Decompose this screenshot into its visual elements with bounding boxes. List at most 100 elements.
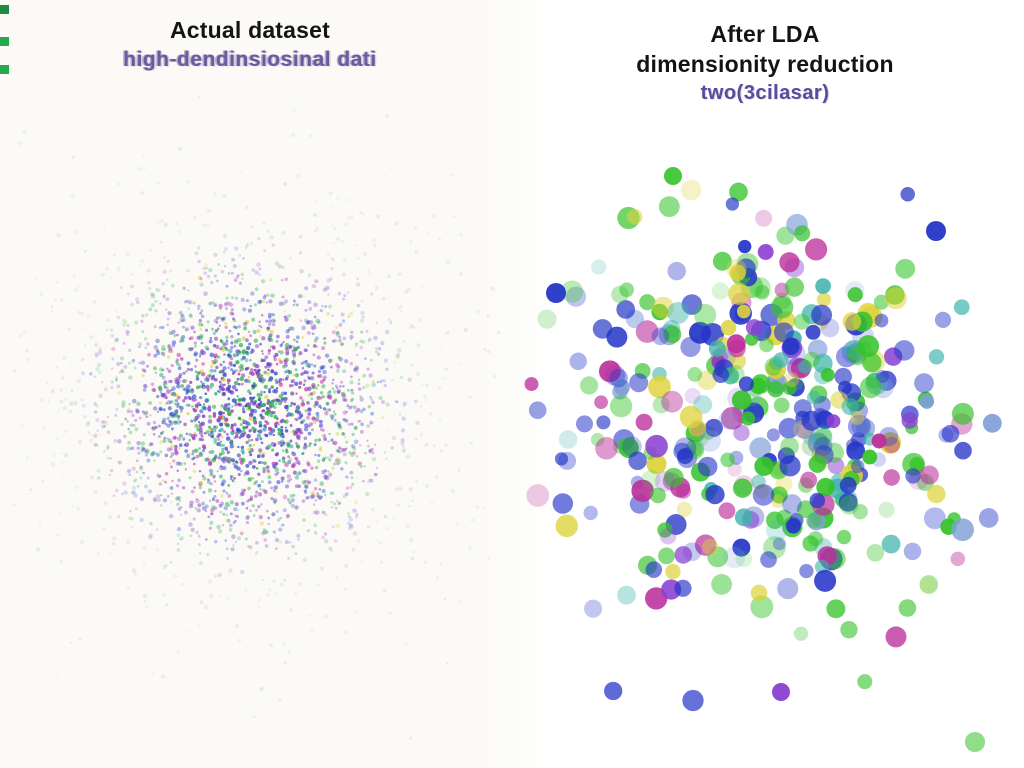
- scatter-point: [458, 232, 464, 238]
- scatter-point: [117, 460, 122, 465]
- scatter-point: [290, 380, 294, 383]
- scatter-point: [59, 559, 64, 564]
- scatter-point: [777, 578, 799, 600]
- scatter-point: [277, 401, 283, 406]
- scatter-point: [323, 336, 327, 340]
- scatter-point: [330, 500, 333, 504]
- scatter-point: [661, 390, 684, 413]
- scatter-point: [250, 438, 254, 442]
- scatter-point: [309, 628, 314, 633]
- scatter-point: [275, 362, 279, 366]
- scatter-point: [221, 377, 226, 382]
- scatter-point: [68, 363, 72, 367]
- scatter-point: [333, 462, 337, 466]
- scatter-point: [105, 266, 110, 271]
- scatter-point: [294, 373, 300, 378]
- scatter-point: [841, 398, 859, 416]
- scatter-point: [711, 574, 732, 595]
- scatter-point: [94, 343, 99, 347]
- scatter-point: [139, 518, 144, 523]
- scatter-point: [294, 429, 299, 435]
- scatter-point: [198, 396, 202, 399]
- scatter-point: [322, 337, 326, 341]
- scatter-point: [273, 357, 277, 362]
- scatter-point: [126, 586, 130, 590]
- scatter-point: [160, 432, 163, 435]
- scatter-point: [401, 448, 406, 453]
- scatter-point: [261, 299, 266, 304]
- scatter-point: [349, 334, 354, 340]
- scatter-point: [284, 377, 289, 381]
- scatter-point: [244, 588, 248, 592]
- scatter-point: [652, 296, 675, 319]
- scatter-point: [230, 423, 234, 427]
- scatter-point: [346, 404, 350, 408]
- scatter-point: [232, 479, 235, 483]
- scatter-point: [162, 294, 166, 298]
- scatter-point: [50, 462, 56, 467]
- scatter-point: [353, 425, 358, 430]
- scatter-point: [108, 515, 112, 520]
- scatter-point: [140, 190, 145, 196]
- scatter-point: [162, 564, 167, 570]
- scatter-point: [93, 433, 98, 439]
- scatter-point: [496, 330, 501, 335]
- scatter-point: [406, 287, 411, 292]
- scatter-point: [199, 277, 203, 281]
- scatter-point: [384, 329, 390, 335]
- scatter-point: [354, 513, 359, 518]
- scatter-point: [306, 462, 311, 467]
- scatter-point: [101, 424, 106, 429]
- scatter-point: [359, 345, 364, 350]
- scatter-point: [775, 475, 793, 493]
- scatter-point: [376, 380, 380, 384]
- scatter-point: [119, 356, 125, 361]
- scatter-point: [266, 371, 271, 376]
- scatter-point: [280, 476, 285, 481]
- scatter-point: [125, 251, 131, 257]
- scatter-point: [674, 437, 697, 460]
- scatter-point: [247, 330, 251, 334]
- scatter-point: [281, 230, 286, 235]
- scatter-point: [144, 449, 149, 454]
- scatter-point: [166, 389, 171, 394]
- scatter-point: [172, 413, 176, 417]
- scatter-point: [234, 623, 240, 629]
- scatter-point: [273, 355, 276, 359]
- scatter-point: [211, 497, 216, 501]
- scatter-point: [144, 346, 148, 350]
- scatter-point: [170, 465, 173, 469]
- scatter-point: [189, 534, 193, 538]
- scatter-point: [318, 423, 324, 428]
- scatter-point: [22, 330, 27, 335]
- scatter-point: [146, 421, 151, 426]
- scatter-point: [207, 579, 213, 584]
- scatter-point: [230, 458, 236, 463]
- scatter-point: [176, 650, 180, 654]
- scatter-point: [230, 439, 234, 443]
- scatter-point: [583, 505, 598, 521]
- scatter-point: [361, 300, 364, 303]
- scatter-point: [166, 447, 171, 452]
- scatter-point: [100, 420, 105, 424]
- scatter-point: [468, 395, 472, 399]
- scatter-point: [208, 373, 212, 378]
- scatter-point: [305, 370, 309, 375]
- scatter-point: [175, 362, 180, 366]
- scatter-point: [726, 259, 747, 280]
- scatter-point: [147, 534, 153, 540]
- scatter-point: [219, 427, 224, 432]
- scatter-point: [268, 390, 272, 394]
- scatter-point: [313, 302, 318, 308]
- scatter-point: [213, 494, 217, 499]
- scatter-point: [367, 269, 370, 272]
- scatter-point: [650, 487, 666, 504]
- scatter-point: [135, 459, 139, 463]
- scatter-point: [782, 494, 802, 515]
- scatter-point: [735, 550, 753, 568]
- scatter-point: [127, 407, 131, 411]
- scatter-point: [163, 255, 166, 259]
- scatter-point: [373, 335, 378, 341]
- scatter-point: [282, 642, 286, 647]
- scatter-point: [591, 259, 607, 275]
